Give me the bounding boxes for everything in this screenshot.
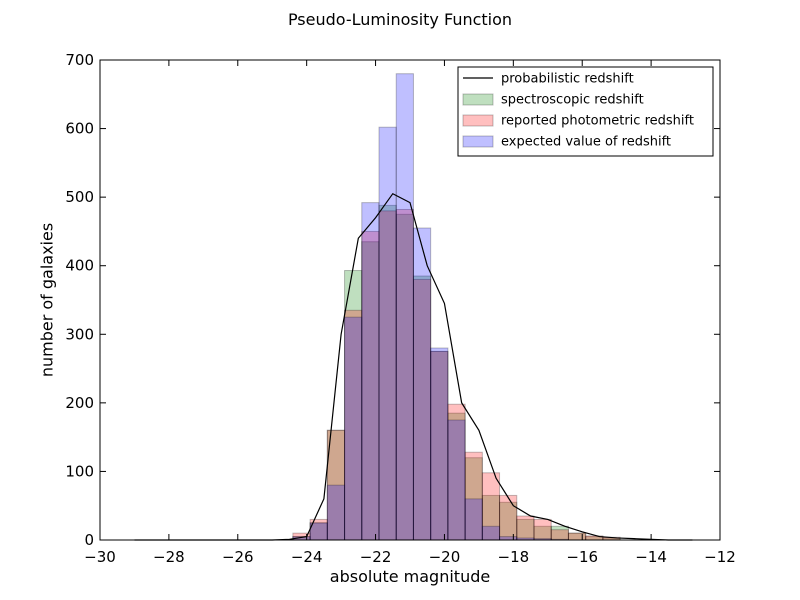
- x-tick-label: −30: [84, 548, 116, 566]
- legend: probabilistic redshift spectroscopic reds…: [457, 66, 714, 157]
- y-tick-label: 300: [65, 325, 94, 343]
- x-axis-ticks: −30 −28 −26 −24 −22 −20 −18 −16 −14 −12: [84, 60, 736, 566]
- x-tick-label: −22: [360, 548, 392, 566]
- histogram-bar: [516, 515, 535, 541]
- histogram-bar: [309, 522, 328, 541]
- y-tick-label: 600: [65, 120, 94, 138]
- legend-patch-swatch: [462, 114, 494, 127]
- spectroscopic-redshift-series: [292, 204, 621, 541]
- x-tick-label: −24: [291, 548, 323, 566]
- y-tick-label: 200: [65, 394, 94, 412]
- legend-box: [457, 66, 714, 157]
- y-tick-label: 700: [65, 51, 94, 69]
- histogram-bar: [550, 529, 569, 541]
- histogram-bar: [481, 525, 501, 541]
- histogram-bar: [499, 536, 518, 541]
- histogram-bar: [533, 518, 552, 541]
- histogram-bar: [447, 419, 466, 541]
- histogram-bars: [292, 73, 621, 541]
- y-axis-label: number of galaxies: [37, 222, 57, 378]
- legend-patch-swatch: [462, 135, 494, 148]
- legend-item-spectroscopic-redshift: spectroscopic redshift: [462, 93, 644, 108]
- x-tick-label: −14: [635, 548, 667, 566]
- y-tick-label: 0: [84, 531, 94, 549]
- histogram-bar: [464, 498, 483, 541]
- y-tick-label: 100: [65, 462, 94, 480]
- histogram-bar: [412, 227, 432, 541]
- histogram-bar: [567, 532, 587, 541]
- y-axis-ticks: 0 100 200 300 400 500 600 700: [65, 51, 720, 549]
- x-tick-label: −16: [566, 548, 598, 566]
- plot-frame: [99, 59, 721, 541]
- histogram-bar: [361, 202, 380, 541]
- y-tick-label: 400: [65, 257, 94, 275]
- histogram-bar: [499, 494, 518, 541]
- legend-label: expected value of redshift: [501, 135, 671, 150]
- legend-item-expected-value-of-redshift: expected value of redshift: [462, 135, 671, 150]
- x-tick-label: −12: [704, 548, 736, 566]
- legend-label: probabilistic redshift: [501, 72, 634, 87]
- legend-item-reported-photometric-redshift: reported photometric redshift: [462, 114, 694, 129]
- y-tick-label: 500: [65, 188, 94, 206]
- x-tick-label: −28: [153, 548, 185, 566]
- legend-label: reported photometric redshift: [501, 114, 694, 129]
- histogram-bar: [395, 73, 414, 541]
- legend-patch-swatch: [462, 93, 494, 106]
- x-tick-label: −26: [222, 548, 254, 566]
- reported-photometric-redshift-series: [292, 208, 621, 541]
- legend-label: spectroscopic redshift: [501, 93, 644, 108]
- histogram-bar: [326, 484, 346, 541]
- probabilistic-line-layer: [134, 192, 693, 541]
- x-axis-label: absolute magnitude: [329, 567, 491, 586]
- x-tick-label: −18: [498, 548, 530, 566]
- probabilistic-redshift-line: [134, 192, 693, 541]
- legend-item-probabilistic-redshift: probabilistic redshift: [463, 72, 634, 87]
- chart-title: Pseudo-Luminosity Function: [287, 10, 513, 29]
- histogram-bar: [344, 316, 363, 541]
- histogram-bar: [430, 347, 449, 541]
- x-tick-label: −20: [429, 548, 461, 566]
- histogram-bar: [378, 126, 397, 541]
- expected-value-of-redshift-series: [292, 73, 569, 541]
